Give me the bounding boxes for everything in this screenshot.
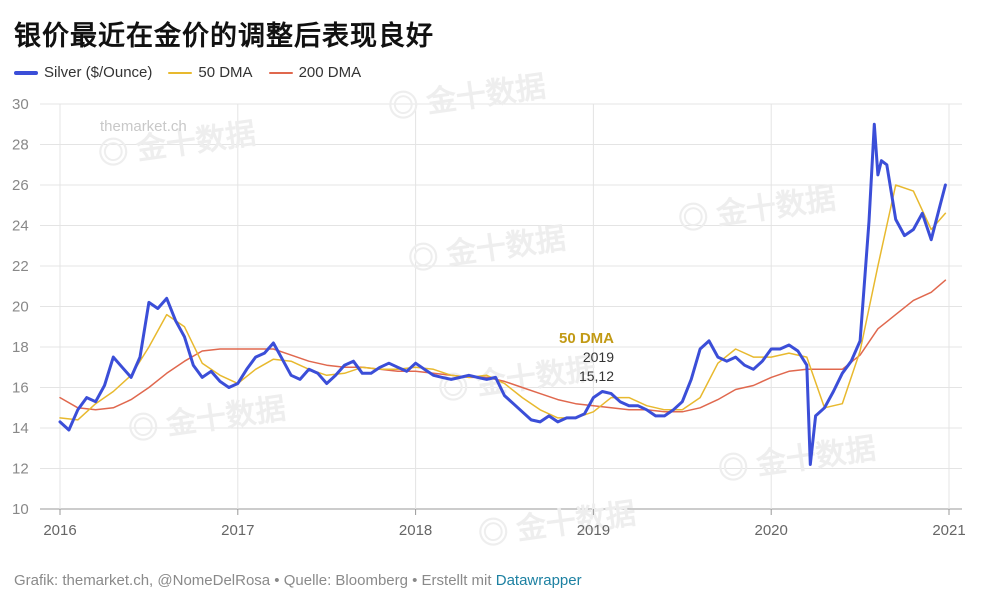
- legend-swatch-50dma: [168, 71, 193, 74]
- y-tick-label: 24: [12, 218, 29, 235]
- y-tick-label: 14: [12, 420, 29, 437]
- y-tick-label: 26: [12, 177, 29, 194]
- series-silver-line: [58, 122, 947, 466]
- brand-watermark: ◎ 金十数据: [676, 181, 838, 237]
- x-tick-label: 2019: [577, 522, 610, 539]
- chart-title: 银价最近在金价的调整后表现良好: [14, 21, 434, 52]
- brand-watermark: ◎ 金十数据: [436, 351, 598, 407]
- chart-legend: Silver ($/Ounce) 50 DMA 200 DMA: [14, 64, 361, 81]
- y-tick-label: 30: [12, 96, 29, 113]
- brand-watermark: ◎ 金十数据: [126, 391, 288, 447]
- chart-footer: Grafik: themarket.ch, @NomeDelRosa • Que…: [14, 572, 582, 589]
- annotation-label: 50 DMA: [559, 330, 614, 347]
- y-tick-label: 10: [12, 501, 29, 518]
- x-tick-label: 2016: [43, 522, 76, 539]
- x-tick-label: 2021: [932, 522, 965, 539]
- y-tick-label: 16: [12, 380, 29, 397]
- y-tick-label: 28: [12, 137, 29, 154]
- y-tick-label: 20: [12, 299, 29, 316]
- watermark-layer: ◎ 金十数据 ◎ 金十数据 ◎ 金十数据 ◎ 金十数据 ◎ 金十数据 ◎ 金十数据 ◎ 金十…: [96, 69, 878, 552]
- footer-datawrapper-link[interactable]: Datawrapper: [495, 572, 582, 589]
- site-watermark: themarket.ch: [100, 118, 187, 135]
- footer-source-text: Grafik: themarket.ch, @NomeDelRosa • Que…: [14, 572, 496, 589]
- series-200dma-line: [59, 279, 947, 413]
- series-layer: [58, 122, 947, 466]
- brand-watermark: ◎ 金十数据: [716, 431, 878, 487]
- legend-label-50dma: 50 DMA: [198, 64, 253, 81]
- legend-label-200dma: 200 DMA: [298, 64, 362, 81]
- brand-watermark: ◎ 金十数据: [406, 221, 568, 277]
- brand-watermark: ◎ 金十数据: [476, 496, 638, 552]
- annotation-value: 15,12: [579, 368, 614, 384]
- annotation-layer: 50 DMA 2019 15,12: [559, 330, 614, 384]
- y-tick-label: 12: [12, 461, 29, 478]
- y-tick-label: 22: [12, 258, 29, 275]
- brand-watermark: ◎ 金十数据: [386, 69, 548, 125]
- x-tick-label: 2017: [221, 522, 254, 539]
- annotation-date: 2019: [583, 349, 614, 365]
- legend-label-silver: Silver ($/Ounce): [44, 64, 153, 81]
- legend-item-50dma: 50 DMA: [168, 64, 253, 81]
- legend-item-silver: Silver ($/Ounce): [14, 64, 152, 81]
- legend-swatch-silver: [14, 70, 38, 75]
- axis-layer: 10 12 14 16 18 20 22 24 26 28 30 2016 2017 2018 2019 20…: [12, 96, 966, 539]
- x-tick-label: 2018: [399, 522, 432, 539]
- x-tick-label: 2020: [755, 522, 788, 539]
- line-chart: ◎ 金十数据 ◎ 金十数据 ◎ 金十数据 ◎ 金十数据 ◎ 金十数据 ◎ 金十数据 ◎ 金十…: [12, 69, 966, 552]
- legend-item-200dma: 200 DMA: [268, 64, 362, 81]
- y-tick-label: 18: [12, 339, 29, 356]
- legend-swatch-200dma: [268, 71, 293, 74]
